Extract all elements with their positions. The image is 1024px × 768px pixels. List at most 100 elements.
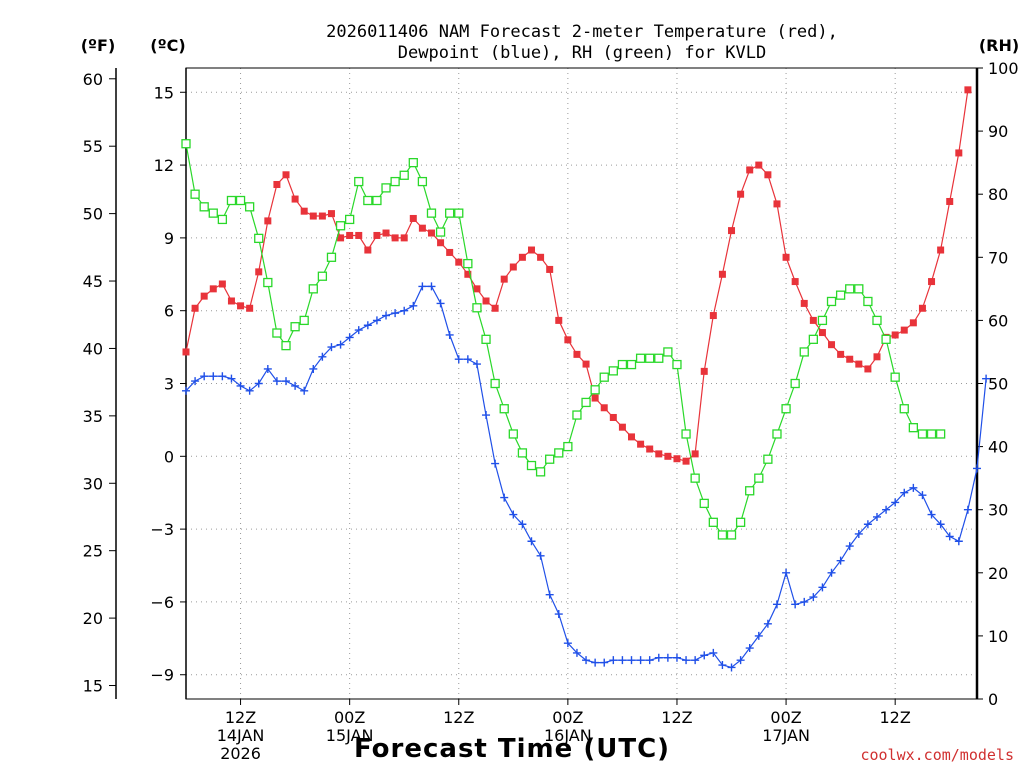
rh-point (472, 303, 482, 313)
temperature-point (773, 200, 781, 208)
dewpoint-point (927, 510, 936, 519)
temperature-point (700, 367, 708, 375)
rh-point (935, 429, 946, 439)
rh-point (426, 208, 437, 218)
rh-point (226, 195, 237, 206)
temperature-point (527, 246, 535, 254)
rh-tick-label: 60 (988, 311, 1008, 330)
rh-point (217, 214, 228, 225)
dewpoint-point (263, 364, 272, 373)
temperature-point (864, 365, 872, 373)
temperature-point (318, 212, 326, 220)
rh-point (290, 322, 300, 332)
rh-point (690, 473, 700, 483)
rh-point (763, 454, 773, 464)
dewpoint-point (209, 372, 218, 381)
rh-point (390, 176, 400, 187)
title-line-2: Dewpoint (blue), RH (green) for KVLD (398, 43, 766, 63)
rh-point (545, 454, 555, 464)
dewpoint-point (918, 491, 927, 500)
temperature-point (946, 197, 954, 205)
chart-title: 2026011406 NAM Forecast 2-meter Temperat… (326, 22, 838, 63)
dewpoint-point (782, 568, 791, 577)
dewpoint-point (300, 386, 309, 395)
temperature-point (327, 210, 335, 218)
dewpoint-point (945, 532, 954, 541)
temperature-point (427, 229, 435, 237)
temperature-point (746, 166, 754, 174)
rh-point (535, 467, 546, 477)
rh-point (235, 195, 246, 206)
dewpoint-point (318, 352, 327, 361)
dewpoint-point (472, 360, 481, 369)
rh-point (490, 378, 500, 389)
dewpoint-point (518, 520, 527, 529)
rh-tick-label: 40 (988, 438, 1008, 457)
dewpoint-point (791, 600, 800, 609)
series-layer (181, 86, 991, 672)
dewpoint-point (563, 639, 572, 648)
temperature-point (382, 229, 390, 237)
rh-point (445, 208, 455, 218)
temperature-point (755, 161, 763, 169)
temperature-point (455, 258, 463, 266)
temperature-point (846, 355, 854, 363)
temperature-point (937, 246, 945, 254)
dewpoint-point (973, 464, 981, 473)
temperature-point (837, 350, 845, 358)
rh-point (826, 296, 837, 307)
temperature-point (264, 217, 272, 225)
temperature-point (591, 394, 599, 402)
dewpoint-point (427, 282, 436, 291)
dewpoint-point (382, 311, 391, 320)
temperature-point (637, 440, 645, 448)
temperature-point (809, 316, 817, 324)
rh-point (563, 441, 573, 452)
temperature-point (664, 452, 672, 460)
rh-point (699, 498, 709, 509)
rh-point (854, 284, 864, 294)
rh-point (499, 404, 509, 414)
rh-tick-label: 50 (988, 375, 1008, 394)
rh-point (672, 359, 682, 370)
dewpoint-point (218, 372, 227, 381)
rh-point (645, 353, 655, 363)
time-tick-label: 12Z (443, 708, 474, 727)
rh-point (408, 157, 418, 168)
temperature-point (237, 302, 245, 310)
dewpoint-point (763, 619, 772, 628)
dewpoint-point (200, 372, 209, 381)
fahrenheit-tick-label: 30 (83, 474, 103, 493)
dewpoint-point (672, 653, 681, 662)
temperature-point (218, 280, 226, 288)
temperature-point (628, 433, 636, 441)
temperature-point (764, 171, 772, 179)
time-tick-label: 2026 (220, 744, 261, 763)
temperature-point (491, 304, 499, 312)
rh-point (772, 429, 782, 439)
dewpoint-point (745, 644, 754, 653)
temperature-point (682, 457, 690, 465)
dewpoint-point (772, 600, 781, 609)
temperature-point (964, 86, 972, 94)
dewpoint-point (636, 656, 645, 665)
series-line (185, 285, 987, 669)
temperature-point (918, 304, 926, 312)
rh-point (608, 366, 618, 376)
temperature-point (200, 292, 208, 300)
rh-point (835, 290, 846, 300)
temperature-point (509, 263, 517, 271)
dewpoint-point (663, 653, 672, 662)
fahrenheit-tick-label: 50 (83, 205, 103, 224)
dewpoint-point (572, 648, 581, 657)
temperature-point (246, 304, 254, 312)
temperature-point (873, 353, 881, 361)
rh-point (517, 448, 528, 458)
rh-point (308, 284, 318, 294)
temperature-point (255, 268, 263, 276)
dewpoint-point (963, 505, 972, 514)
celsius-tick-label: 6 (164, 302, 174, 321)
celsius-tick-label: 15 (154, 83, 174, 102)
rh-point (381, 183, 391, 193)
